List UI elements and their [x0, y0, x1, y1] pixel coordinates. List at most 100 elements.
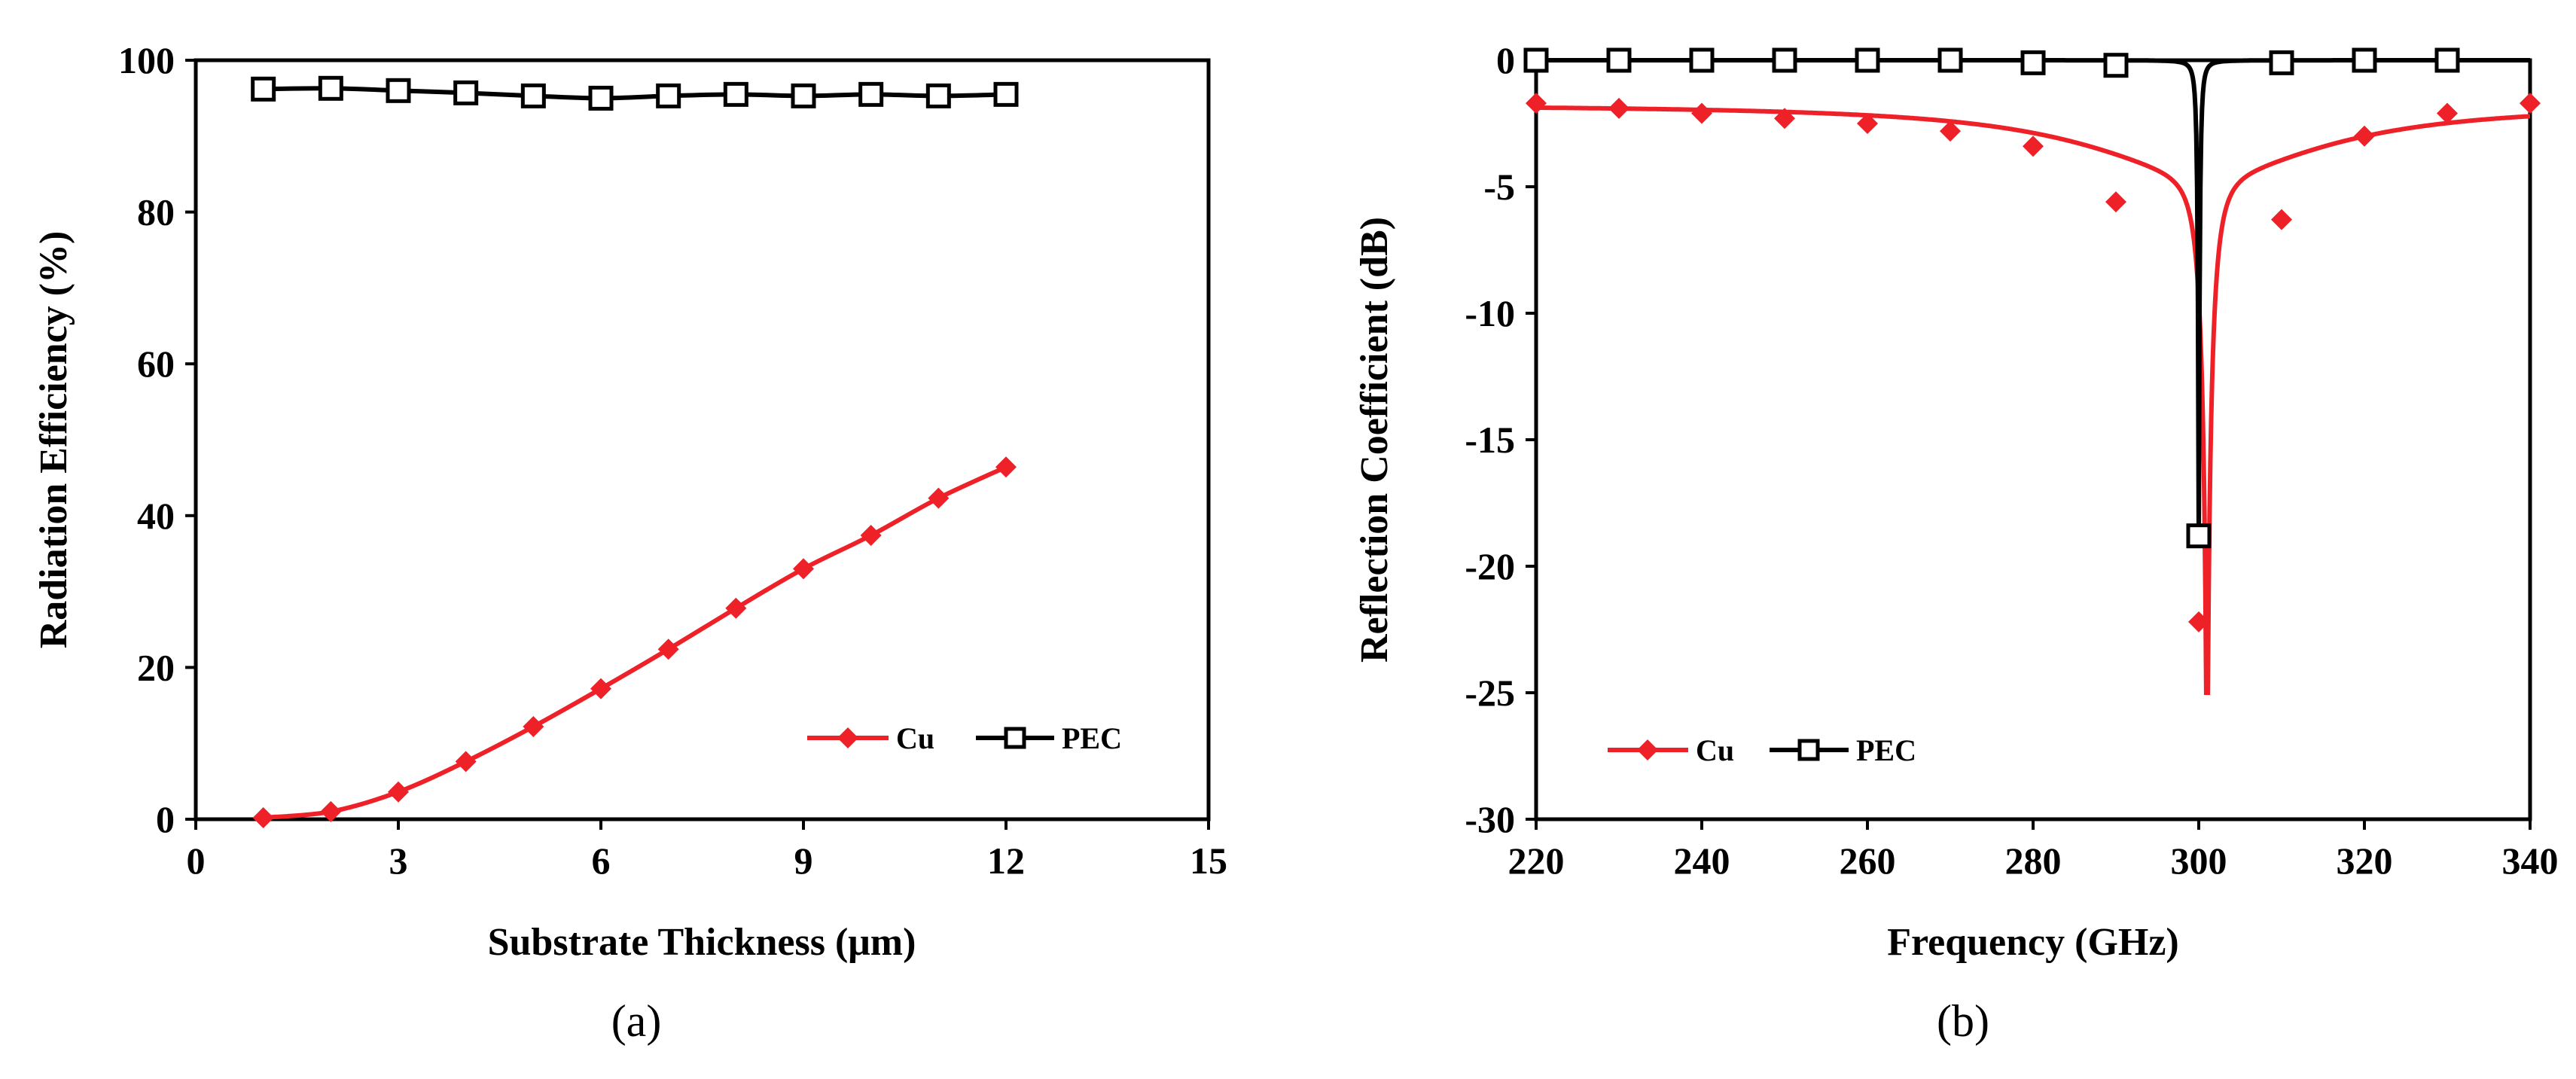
- y-tick-label: -30: [1465, 798, 1515, 840]
- marker-pec-7: [723, 81, 748, 107]
- marker-cu-11: [2437, 102, 2458, 124]
- x-axis-label-b: Frequency (GHz): [1887, 921, 2179, 964]
- series-a: [251, 75, 1019, 828]
- y-ticks-a: 0 20 40 60 80 100: [118, 39, 196, 840]
- marker-pec-10: [2352, 47, 2377, 73]
- y-tick-label: 80: [137, 191, 175, 233]
- marker-cu-11: [995, 456, 1017, 478]
- caption-b: (b): [1937, 996, 1989, 1046]
- x-tick-label: 15: [1190, 840, 1227, 882]
- legend-marker-pec: [1004, 727, 1026, 749]
- y-tick-label: 60: [137, 343, 175, 385]
- y-ticks-b: 0 -5 -10 -15 -20 -25 -30: [1465, 39, 1536, 840]
- marker-cu-5: [590, 678, 611, 700]
- marker-pec-9: [858, 81, 884, 107]
- x-tick-label: 3: [389, 840, 408, 882]
- series-b: [1523, 47, 2541, 695]
- marker-cu-1: [1608, 97, 1629, 119]
- legend-marker-pec: [1797, 739, 1820, 761]
- plot-area-b: [1534, 58, 2532, 821]
- y-tick-label: -10: [1465, 292, 1515, 334]
- x-axis-label-a: Substrate Thickness (μm): [488, 921, 916, 964]
- marker-cu-0: [1526, 93, 1547, 114]
- marker-cu-6: [2023, 136, 2044, 157]
- x-tick-label: 12: [987, 840, 1025, 882]
- marker-pec-3: [453, 80, 479, 105]
- marker-pec-1: [318, 75, 343, 101]
- marker-cu-10: [928, 487, 950, 509]
- y-tick-label: 0: [1496, 39, 1515, 81]
- marker-pec-11: [2434, 47, 2460, 73]
- x-ticks-a: 0 3 6 9 12 15: [187, 819, 1227, 882]
- marker-cu-7: [2105, 191, 2126, 213]
- marker-pec-9: [2269, 50, 2294, 75]
- x-tick-label: 280: [2005, 840, 2062, 882]
- legend-b: Cu PEC: [1608, 733, 1916, 767]
- y-tick-label: 100: [118, 39, 175, 81]
- x-tick-label: 320: [2337, 840, 2393, 882]
- marker-cu-10: [2354, 125, 2375, 147]
- marker-cu-2: [1691, 102, 1712, 124]
- marker-cu-12: [2520, 93, 2541, 114]
- legend-label-cu: Cu: [896, 721, 934, 755]
- marker-pec-2: [1689, 47, 1715, 73]
- marker-cu-7: [725, 597, 747, 619]
- chart-panel-a: 0 3 6 9 12 15 0 20 40 60 80 100 Cu PEC Substrate T…: [32, 39, 1227, 1046]
- y-axis-label-b: Reflection Coefficient (dB): [1353, 217, 1396, 663]
- x-tick-label: 340: [2502, 840, 2559, 882]
- marker-cu-8: [793, 558, 814, 580]
- x-tick-label: 260: [1840, 840, 1896, 882]
- series-line-cu: [1536, 105, 2530, 695]
- y-tick-label: 40: [137, 495, 175, 537]
- marker-cu-3: [1774, 108, 1795, 130]
- y-tick-label: 0: [156, 798, 175, 840]
- marker-cu-4: [523, 716, 544, 738]
- marker-pec-0: [251, 76, 276, 102]
- series-line-cu: [263, 465, 1008, 820]
- x-tick-label: 0: [187, 840, 206, 882]
- x-tick-label: 240: [1674, 840, 1730, 882]
- x-tick-label: 220: [1508, 840, 1565, 882]
- marker-cu-9: [2271, 209, 2292, 230]
- x-tick-label: 9: [794, 840, 813, 882]
- marker-pec-8: [791, 83, 816, 108]
- marker-cu-0: [252, 806, 274, 828]
- marker-pec-4: [1855, 47, 1880, 73]
- plot-area-a: [194, 58, 1211, 821]
- y-tick-label: -25: [1465, 672, 1515, 714]
- series-line-pec: [263, 86, 1007, 101]
- marker-cu-1: [320, 800, 342, 822]
- marker-pec-0: [1523, 47, 1549, 73]
- marker-cu-3: [455, 751, 477, 773]
- marker-pec-1: [1606, 47, 1632, 73]
- x-tick-label: 6: [592, 840, 611, 882]
- x-tick-label: 300: [2171, 840, 2227, 882]
- y-axis-label-a: Radiation Efficiency (%): [32, 231, 75, 649]
- legend-marker-cu: [1637, 739, 1658, 760]
- legend-marker-cu: [837, 727, 858, 748]
- marker-cu-6: [657, 639, 679, 660]
- marker-pec-6: [656, 83, 681, 108]
- y-tick-label: -5: [1483, 166, 1515, 208]
- marker-pec-5: [588, 85, 614, 111]
- marker-pec-10: [925, 83, 951, 108]
- marker-cu-5: [1940, 120, 1961, 142]
- y-tick-label: 20: [137, 646, 175, 688]
- caption-a: (a): [611, 996, 662, 1046]
- marker-pec-7: [2103, 53, 2129, 78]
- marker-pec-2: [386, 78, 411, 103]
- marker-pec-3: [1772, 47, 1797, 73]
- legend-label-pec: PEC: [1856, 733, 1916, 767]
- marker-pec-8: [2186, 523, 2212, 549]
- legend-a: Cu PEC: [807, 721, 1122, 755]
- marker-cu-4: [1857, 113, 1878, 134]
- y-tick-label: -15: [1465, 419, 1515, 461]
- marker-pec-6: [2020, 50, 2046, 75]
- marker-pec-5: [1937, 47, 1963, 73]
- legend-label-cu: Cu: [1696, 733, 1734, 767]
- legend-label-pec: PEC: [1062, 721, 1122, 755]
- marker-cu-8: [2188, 611, 2209, 632]
- marker-pec-4: [520, 83, 546, 108]
- marker-cu-2: [388, 781, 409, 803]
